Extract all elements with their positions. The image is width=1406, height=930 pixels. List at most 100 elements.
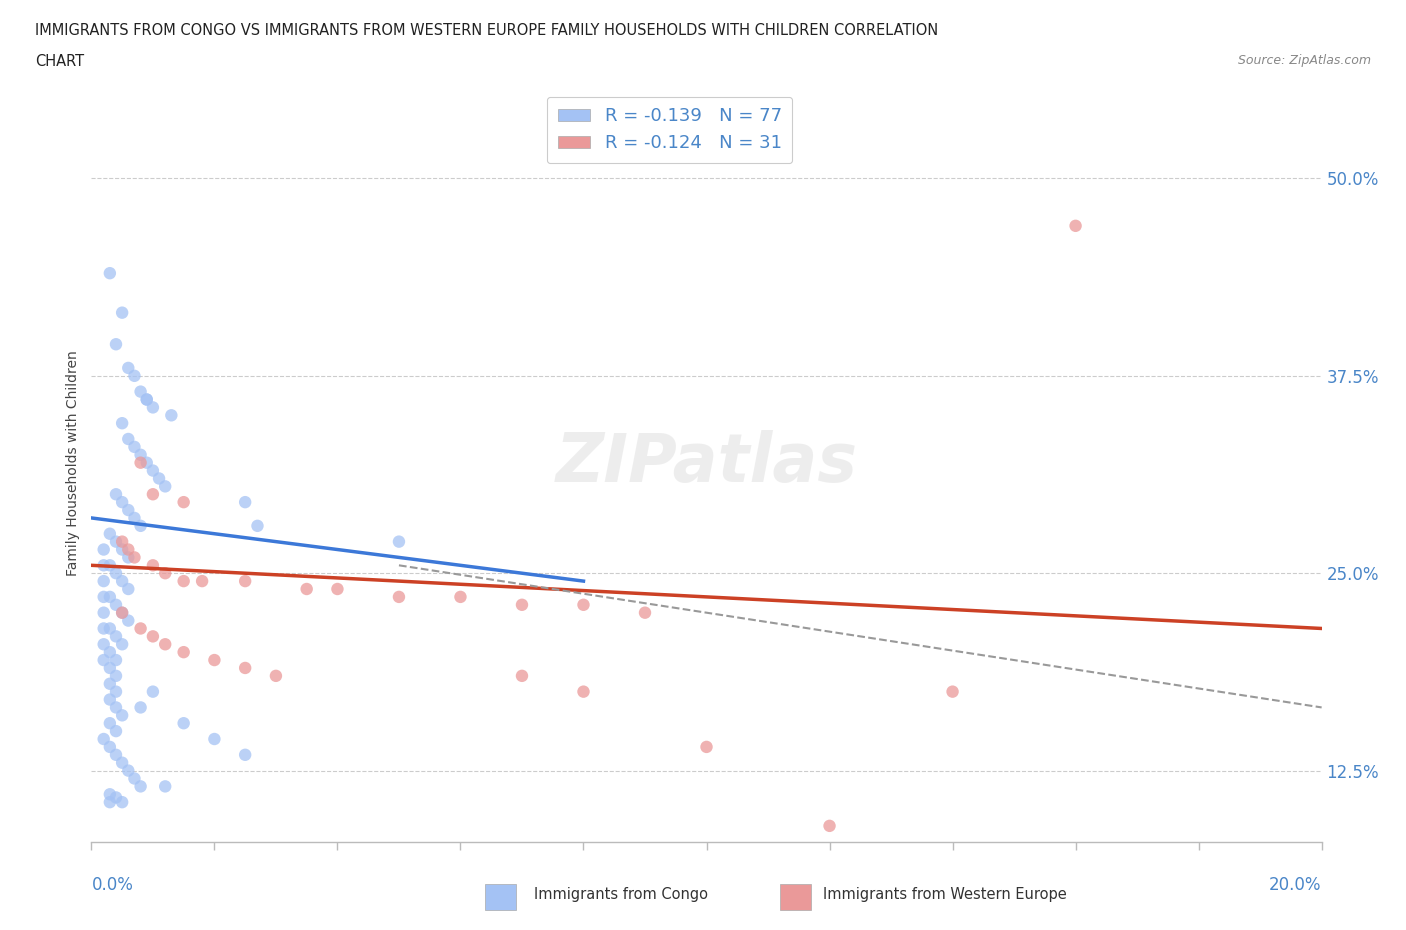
- Point: [129, 700, 152, 715]
- Point: [111, 574, 134, 589]
- Text: IMMIGRANTS FROM CONGO VS IMMIGRANTS FROM WESTERN EUROPE FAMILY HOUSEHOLDS WITH C: IMMIGRANTS FROM CONGO VS IMMIGRANTS FROM…: [35, 23, 938, 38]
- Point: [105, 486, 127, 501]
- Point: [105, 597, 127, 612]
- Point: [98, 787, 121, 802]
- Point: [105, 565, 127, 580]
- Point: [117, 361, 139, 376]
- Point: [98, 795, 121, 810]
- Point: [98, 558, 121, 573]
- Point: [111, 637, 134, 652]
- Point: [93, 558, 115, 573]
- Point: [111, 795, 134, 810]
- Point: [98, 692, 121, 707]
- Point: [105, 684, 127, 699]
- Point: [326, 581, 349, 596]
- Point: [572, 684, 595, 699]
- Point: [942, 684, 965, 699]
- Point: [510, 597, 533, 612]
- Point: [105, 790, 127, 804]
- Point: [129, 456, 152, 471]
- Point: [105, 337, 127, 352]
- Point: [696, 739, 718, 754]
- Point: [111, 542, 134, 557]
- Point: [202, 653, 225, 668]
- Text: Immigrants from Congo: Immigrants from Congo: [534, 887, 709, 902]
- Point: [111, 708, 134, 723]
- Point: [98, 644, 121, 659]
- Point: [233, 660, 256, 675]
- Point: [173, 644, 195, 659]
- Point: [634, 605, 657, 620]
- Point: [111, 605, 134, 620]
- Point: [105, 669, 127, 684]
- Point: [93, 574, 115, 589]
- Point: [142, 684, 165, 699]
- Point: [93, 590, 115, 604]
- Point: [142, 463, 165, 478]
- Point: [173, 716, 195, 731]
- Point: [449, 590, 471, 604]
- Text: 0.0%: 0.0%: [91, 876, 134, 894]
- Point: [124, 550, 146, 565]
- Point: [233, 574, 256, 589]
- Point: [295, 581, 318, 596]
- Point: [135, 392, 157, 407]
- Point: [98, 590, 121, 604]
- Point: [93, 732, 115, 747]
- Point: [142, 558, 165, 573]
- Point: [135, 456, 157, 471]
- Text: CHART: CHART: [35, 54, 84, 69]
- Point: [93, 637, 115, 652]
- Point: [93, 605, 115, 620]
- Point: [93, 542, 115, 557]
- Point: [510, 669, 533, 684]
- Point: [98, 716, 121, 731]
- Legend: R = -0.139   N = 77, R = -0.124   N = 31: R = -0.139 N = 77, R = -0.124 N = 31: [547, 97, 793, 163]
- Point: [129, 384, 152, 399]
- Point: [233, 748, 256, 763]
- Point: [105, 700, 127, 715]
- Point: [117, 764, 139, 778]
- Point: [142, 400, 165, 415]
- Text: Immigrants from Western Europe: Immigrants from Western Europe: [823, 887, 1066, 902]
- Point: [105, 748, 127, 763]
- Point: [111, 416, 134, 431]
- Point: [388, 590, 411, 604]
- Point: [153, 479, 177, 494]
- Point: [117, 550, 139, 565]
- Text: 20.0%: 20.0%: [1270, 876, 1322, 894]
- Point: [153, 565, 177, 580]
- Point: [142, 486, 165, 501]
- Point: [388, 534, 411, 549]
- Point: [129, 621, 152, 636]
- Point: [818, 818, 841, 833]
- Point: [124, 511, 146, 525]
- Point: [98, 526, 121, 541]
- Point: [233, 495, 256, 510]
- Point: [98, 660, 121, 675]
- Point: [191, 574, 214, 589]
- Point: [117, 502, 139, 517]
- Point: [111, 534, 134, 549]
- Point: [111, 755, 134, 770]
- Point: [111, 495, 134, 510]
- Text: Source: ZipAtlas.com: Source: ZipAtlas.com: [1237, 54, 1371, 67]
- Point: [98, 266, 121, 281]
- Point: [124, 771, 146, 786]
- Point: [160, 408, 183, 423]
- Point: [117, 581, 139, 596]
- Point: [129, 447, 152, 462]
- Point: [105, 653, 127, 668]
- Point: [93, 653, 115, 668]
- Point: [105, 629, 127, 644]
- Point: [105, 534, 127, 549]
- Point: [246, 518, 269, 533]
- Point: [98, 739, 121, 754]
- Y-axis label: Family Households with Children: Family Households with Children: [66, 350, 80, 576]
- Point: [93, 621, 115, 636]
- Point: [153, 637, 177, 652]
- Point: [117, 432, 139, 446]
- Point: [1064, 219, 1087, 233]
- Point: [124, 440, 146, 455]
- Point: [98, 621, 121, 636]
